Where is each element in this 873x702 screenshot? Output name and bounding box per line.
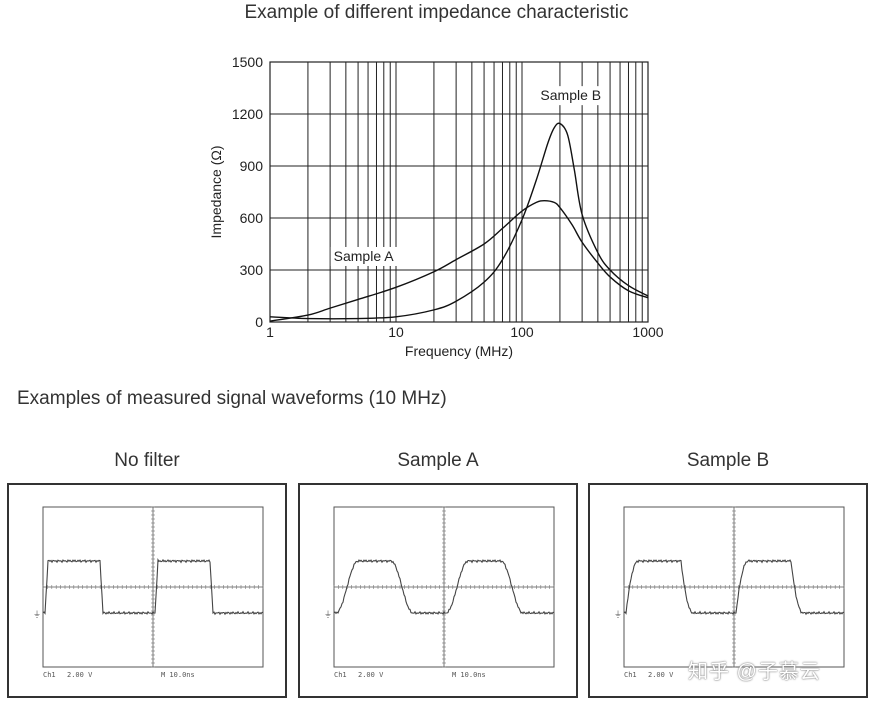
series-line-sample-a	[269, 199, 649, 322]
scope-time-label: M 10.0ns	[452, 671, 486, 679]
panel-label-sample-b: Sample B	[686, 450, 770, 471]
ground-marker-icon: ⏚	[33, 610, 41, 619]
y-axis-label: Impedance (Ω)	[208, 146, 224, 239]
x-tick-label: 1000	[632, 324, 663, 340]
waveforms-section-title: Examples of measured signal waveforms (1…	[17, 388, 447, 409]
x-tick-label: 1	[266, 324, 274, 340]
scope-trace	[333, 559, 555, 615]
x-tick-label: 100	[510, 324, 534, 340]
y-tick-label: 900	[240, 158, 264, 174]
y-tick-label: 0	[255, 314, 263, 330]
scope-trace	[623, 559, 845, 616]
series-line-sample-b	[269, 122, 649, 320]
scope-screen: ⏚	[33, 506, 264, 668]
annotation-sample-b: Sample B	[540, 87, 601, 103]
scope-volt-label: 2.00 V	[67, 671, 93, 679]
panel-label-sample-a: Sample A	[397, 450, 479, 471]
y-tick-label: 1200	[232, 106, 263, 122]
annotation-background	[537, 86, 606, 106]
annotation-sample-a: Sample A	[334, 248, 395, 264]
scope-volt-label: 2.00 V	[648, 671, 674, 679]
plot-frame	[269, 61, 649, 323]
y-tick-label: 1500	[232, 54, 263, 70]
ground-marker-icon: ⏚	[324, 610, 332, 619]
scope-panel-sample-b: ⏚ Ch1 2.00 V	[588, 483, 868, 698]
scope-panel-sample-a: ⏚ Ch1 2.00 V M 10.0ns	[298, 483, 578, 698]
scope-channel-label: Ch1	[624, 671, 637, 679]
x-axis-label: Frequency (MHz)	[405, 343, 513, 359]
scope-screen: ⏚	[324, 506, 555, 668]
scope-volt-label: 2.00 V	[358, 671, 384, 679]
scope-time-label: M 10.0ns	[161, 671, 195, 679]
scope-channel-label: Ch1	[334, 671, 347, 679]
chart-title: Example of different impedance character…	[244, 2, 629, 23]
x-tick-label: 10	[388, 324, 404, 340]
annotation-background	[330, 246, 400, 266]
watermark: 知乎 @子慕云	[688, 661, 821, 683]
y-tick-label: 300	[240, 262, 264, 278]
scope-panel-no-filter: ⏚ Ch1 2.00 V M 10.0ns	[7, 483, 287, 698]
y-tick-label: 600	[240, 210, 264, 226]
scope-trace	[42, 558, 264, 616]
scope-channel-label: Ch1	[43, 671, 56, 679]
scope-screen: ⏚	[614, 506, 845, 668]
panel-label-no-filter: No filter	[114, 450, 180, 471]
ground-marker-icon: ⏚	[614, 610, 622, 619]
impedance-chart: 0 300 600 900 1200 1500 1 10 100 1000 Frequency (M…	[208, 54, 664, 359]
